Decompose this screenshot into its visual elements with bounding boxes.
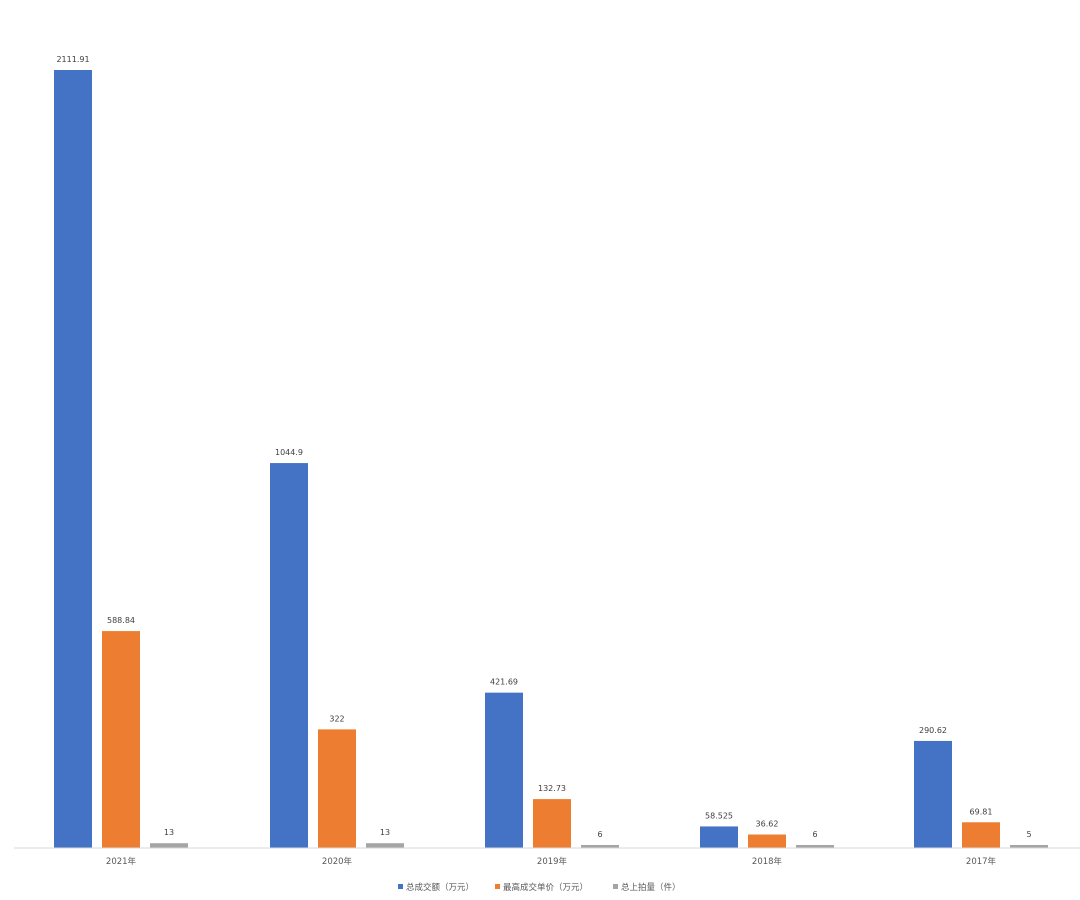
bar-s0-c2 <box>485 692 523 848</box>
data-label: 5 <box>1026 830 1031 839</box>
bar-s1-c2 <box>533 799 571 848</box>
legend-swatch <box>613 884 618 889</box>
legend-label: 总成交额（万元） <box>406 882 474 893</box>
data-label: 69.81 <box>970 807 993 816</box>
data-label: 421.69 <box>490 678 518 687</box>
data-label: 132.73 <box>538 784 566 793</box>
data-label: 322 <box>329 714 344 723</box>
data-label: 6 <box>812 830 817 839</box>
bar-s0-c0 <box>54 70 92 848</box>
x-tick-label: 2020年 <box>322 856 353 867</box>
data-label: 290.62 <box>919 726 947 735</box>
bars-group <box>54 70 1048 848</box>
legend-label: 最高成交单价（万元） <box>503 882 588 893</box>
legend-swatch <box>398 884 403 889</box>
data-label: 6 <box>597 830 602 839</box>
x-tick-label: 2018年 <box>752 856 783 867</box>
bar-s0-c1 <box>270 463 308 848</box>
x-tick-label: 2017年 <box>966 856 997 867</box>
x-tick-labels-group: 2021年 2020年 2019年 2018年 2017年 <box>106 856 997 867</box>
data-label: 13 <box>164 828 174 837</box>
data-label: 36.62 <box>756 820 779 829</box>
bar-s2-c4 <box>1010 845 1048 848</box>
data-label: 2111.91 <box>56 55 89 64</box>
legend-label: 总上拍量（件） <box>621 882 681 893</box>
bar-s1-c0 <box>102 631 140 848</box>
data-label: 1044.9 <box>275 448 303 457</box>
bar-s2-c3 <box>796 845 834 848</box>
bar-s0-c3 <box>700 826 738 848</box>
bar-s0-c4 <box>914 740 952 848</box>
bar-s2-c0 <box>150 843 188 848</box>
x-tick-label: 2019年 <box>537 856 568 867</box>
x-tick-label: 2021年 <box>106 856 137 867</box>
data-label: 13 <box>380 828 390 837</box>
legend-swatch <box>495 884 500 889</box>
bar-s2-c2 <box>581 845 619 848</box>
legend: 总成交额（万元） 最高成交单价（万元） 总上拍量（件） <box>398 882 681 893</box>
bar-s2-c1 <box>366 843 404 848</box>
bar-s1-c3 <box>748 834 786 848</box>
data-labels-group: 2111.91 588.84 13 1044.9 322 13 421.69 132.73 6 5… <box>56 55 1031 839</box>
bar-s1-c1 <box>318 729 356 848</box>
bar-s1-c4 <box>962 822 1000 848</box>
data-label: 58.525 <box>705 811 733 820</box>
data-label: 588.84 <box>107 616 135 625</box>
